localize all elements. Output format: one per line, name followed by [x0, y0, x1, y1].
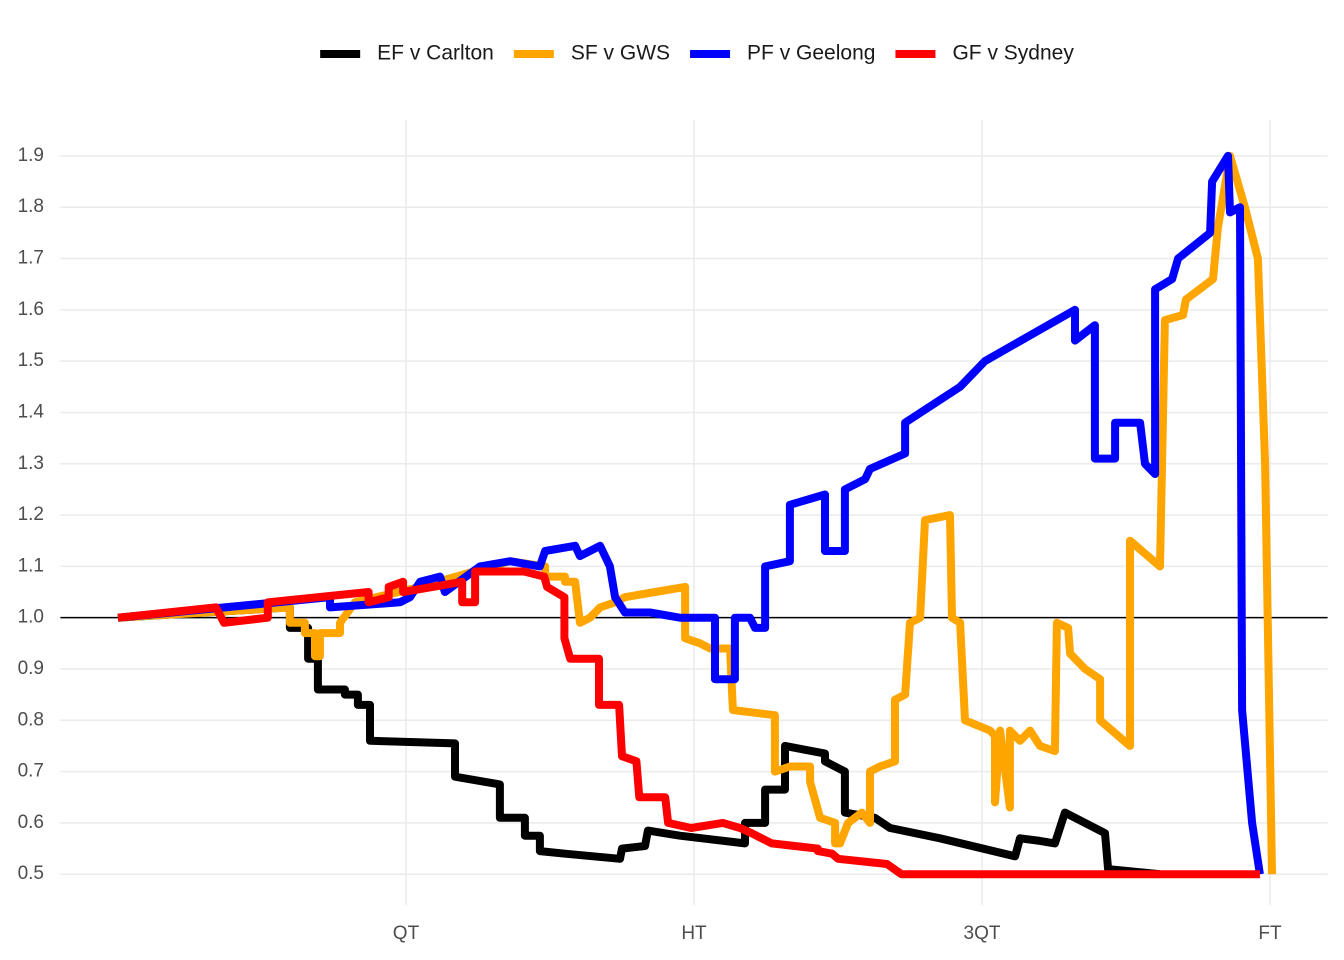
series-line: [117, 603, 1161, 879]
x-tick-label: 3QT: [964, 923, 1001, 944]
legend-label: GF v Sydney: [952, 42, 1074, 65]
series-line: [117, 567, 1260, 879]
legend-item: PF v Geelong: [690, 42, 875, 65]
y-tick-label: 0.5: [18, 863, 44, 884]
x-tick-label: HT: [681, 923, 707, 944]
y-tick-label: 1.8: [18, 196, 44, 217]
legend-item: EF v Carlton: [320, 42, 494, 65]
y-tick-label: 0.8: [18, 709, 44, 730]
y-tick-label: 0.9: [18, 658, 44, 679]
y-tick-label: 1.9: [18, 145, 44, 166]
y-tick-label: 1.7: [18, 248, 44, 269]
y-tick-label: 1.3: [18, 453, 44, 474]
y-tick-label: 0.7: [18, 761, 44, 782]
legend-label: PF v Geelong: [747, 42, 875, 65]
y-tick-label: 1.6: [18, 299, 44, 320]
series-line: [117, 151, 1264, 875]
y-tick-label: 0.6: [18, 812, 44, 833]
y-tick-label: 1.4: [18, 401, 45, 422]
y-tick-label: 1.0: [18, 607, 44, 628]
y-tick-label: 1.5: [18, 350, 44, 371]
legend-item: GF v Sydney: [895, 42, 1074, 65]
legend-label: SF v GWS: [571, 42, 670, 65]
x-tick-label: FT: [1258, 923, 1282, 944]
y-tick-label: 1.1: [18, 555, 44, 576]
legend-item: SF v GWS: [513, 42, 670, 65]
legend: EF v Carlton SF v GWS PF v Geelong GF v Syd…: [320, 42, 1074, 65]
legend-label: EF v Carlton: [377, 42, 494, 65]
y-tick-label: 1.2: [18, 504, 44, 525]
x-tick-label: QT: [393, 923, 420, 944]
